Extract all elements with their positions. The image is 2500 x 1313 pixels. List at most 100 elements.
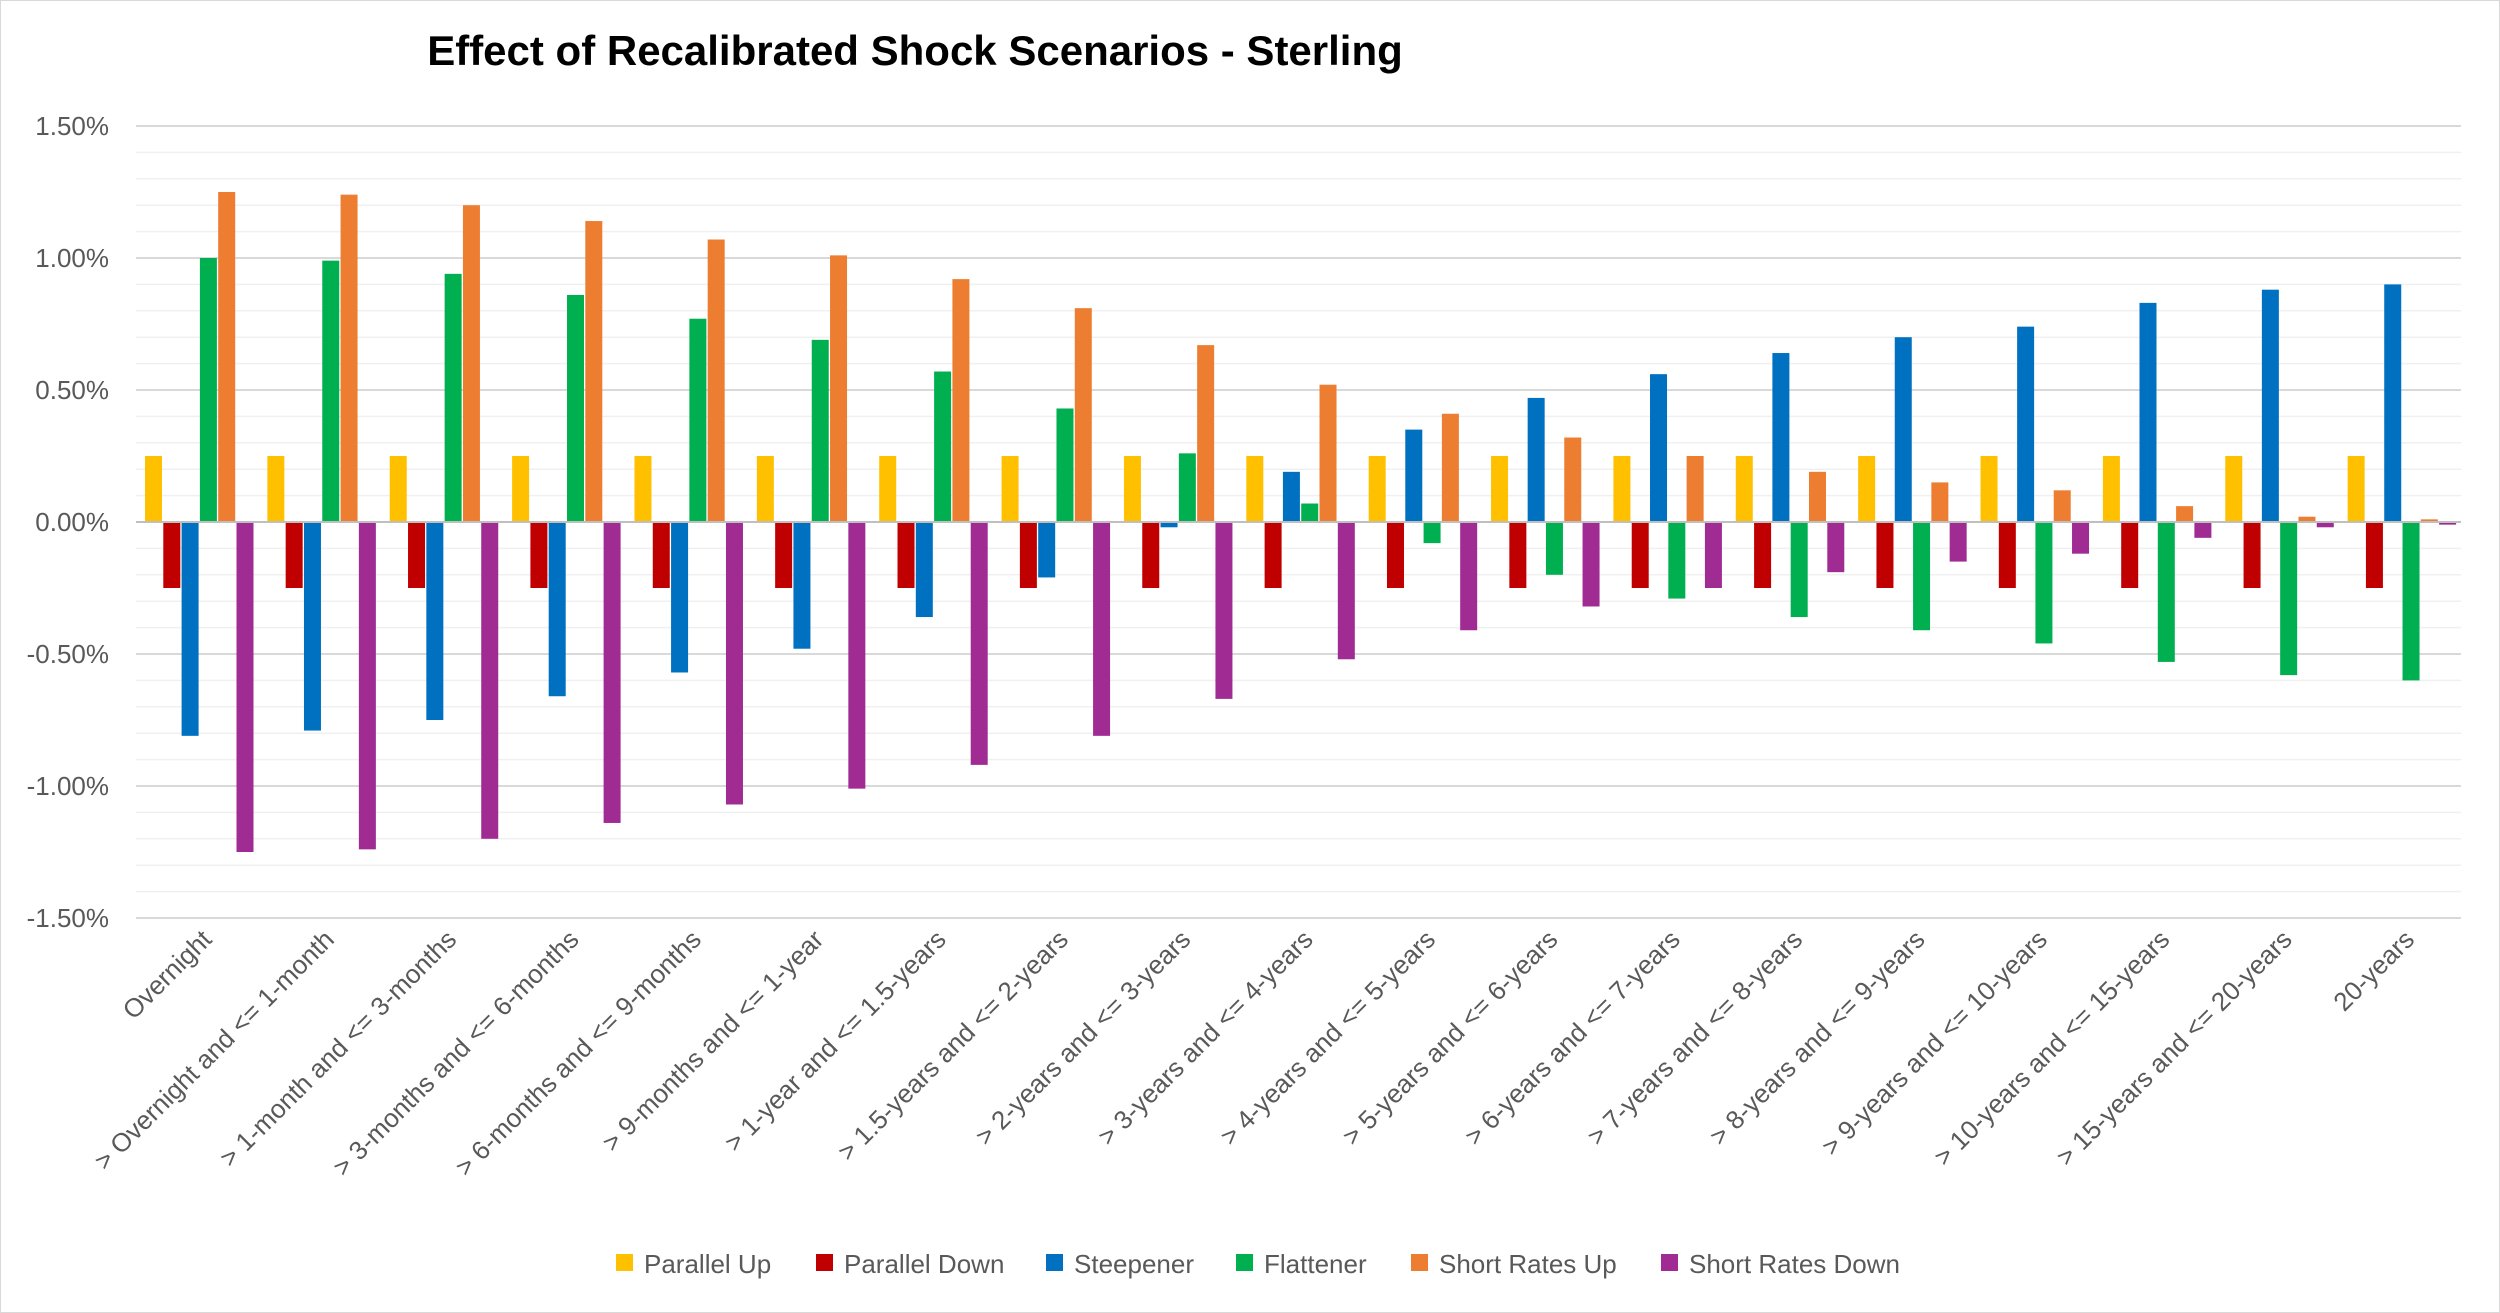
bar-parallel-up [2102,456,2120,522]
bar-flattener [934,371,952,522]
bar-parallel-down [652,522,670,588]
legend-swatch-flattener [1236,1254,1253,1271]
bar-short-rates-up [1074,308,1092,522]
bar-steepener [793,522,811,649]
bar-parallel-down [1876,522,1894,588]
bar-short-rates-down [1337,522,1355,660]
bar-short-rates-down [1827,522,1845,573]
bar-parallel-up [389,456,407,522]
bar-short-rates-down [1949,522,1967,562]
bar-parallel-down [2243,522,2261,588]
legend-swatch-parallel-up [616,1254,633,1271]
bar-short-rates-up [1686,456,1704,522]
bar-parallel-up [2225,456,2243,522]
bar-short-rates-down [1093,522,1111,736]
legend-label-short-rates-up: Short Rates Up [1439,1249,1617,1279]
bar-steepener [1772,353,1790,522]
bar-short-rates-down [848,522,866,789]
bar-short-rates-down [970,522,988,765]
bar-parallel-up [1368,456,1386,522]
bar-flattener [1301,503,1319,522]
bar-short-rates-up [2053,490,2071,522]
bar-short-rates-up [2298,516,2316,522]
bar-short-rates-down [1460,522,1478,631]
bar-parallel-down [163,522,181,588]
bar-parallel-up [634,456,652,522]
gridlines [136,125,2461,919]
bar-steepener [915,522,933,618]
x-category-label: > 10-years and <= 15-years [1928,924,2176,1172]
bar-parallel-down [408,522,426,588]
x-category-label: > 8-years and <= 9-years [1703,924,1930,1151]
bar-short-rates-down [603,522,621,823]
x-category-label: > 4-years and <= 5-years [1214,924,1441,1151]
bar-flattener [1668,522,1686,599]
legend-swatch-short-rates-down [1661,1254,1678,1271]
x-category-label: > 2-years and <= 3-years [969,924,1196,1151]
bar-steepener [426,522,444,720]
bar-parallel-down [1142,522,1160,588]
y-tick-label: 1.50% [35,111,109,141]
bar-parallel-up [1246,456,1264,522]
legend-swatch-short-rates-up [1411,1254,1428,1271]
bar-parallel-up [879,456,897,522]
bar-flattener [2280,522,2298,676]
x-category-label: > 3-months and <= 6-months [327,924,585,1182]
bar-flattener [1790,522,1808,618]
legend-label-flattener: Flattener [1264,1249,1367,1279]
x-category-label: > 5-years and <= 6-years [1336,924,1563,1151]
bar-flattener [1913,522,1931,631]
bar-short-rates-up [340,194,358,522]
bar-steepener [2261,289,2279,522]
x-category-label: > 9-years and <= 10-years [1816,924,2053,1161]
bar-short-rates-down [1215,522,1233,699]
bar-flattener [1056,408,1074,522]
legend-label-steepener: Steepener [1074,1249,1194,1279]
bar-short-rates-down [2194,522,2212,538]
bar-steepener [548,522,566,697]
bar-parallel-up [1001,456,1019,522]
bar-parallel-up [512,456,530,522]
bar-parallel-down [1754,522,1772,588]
bar-short-rates-down [2439,522,2457,525]
bar-short-rates-up [1197,345,1215,522]
bar-flattener [811,339,829,522]
bar-short-rates-down [358,522,376,850]
bar-steepener [671,522,689,673]
bar-short-rates-up [952,279,970,522]
bar-flattener [2402,522,2420,681]
x-category-label: > 1.5-years and <= 2-years [832,924,1074,1166]
bar-flattener [2157,522,2175,662]
bar-parallel-up [145,456,162,522]
bar-steepener [1160,522,1178,528]
y-tick-label: -1.00% [27,771,109,801]
bar-parallel-down [1631,522,1649,588]
bar-short-rates-up [2420,519,2438,522]
legend: Parallel Up Parallel Down Steepener Flatten… [616,1249,1900,1279]
bar-parallel-down [1998,522,2016,588]
bar-flattener [2035,522,2053,644]
bar-short-rates-up [830,255,848,523]
legend-swatch-parallel-down [816,1254,833,1271]
legend-label-parallel-down: Parallel Down [844,1249,1004,1279]
bar-steepener [1038,522,1056,578]
bar-parallel-up [1123,456,1141,522]
bar-parallel-down [530,522,548,588]
bar-parallel-up [267,456,285,522]
bar-parallel-down [897,522,915,588]
x-category-label: > Overnight and <= 1-month [88,924,340,1176]
bar-steepener [1650,374,1668,522]
bar-short-rates-up [1931,482,1949,522]
bar-steepener [1282,471,1300,522]
x-category-label: > 15-years and <= 20-years [2050,924,2298,1172]
bar-steepener [1405,429,1423,522]
axes: 1.50% 1.00% 0.50% 0.00% -0.50% -1.00% -1.50%Ov… [27,111,2461,1182]
x-category-label: > 7-years and <= 8-years [1581,924,1808,1151]
bar-steepener [2139,302,2157,522]
bar-parallel-down [1019,522,1037,588]
bars [145,192,2457,852]
bar-steepener [1527,397,1545,522]
bar-short-rates-up [2176,506,2194,522]
bar-parallel-down [1264,522,1282,588]
bar-flattener [322,260,340,522]
